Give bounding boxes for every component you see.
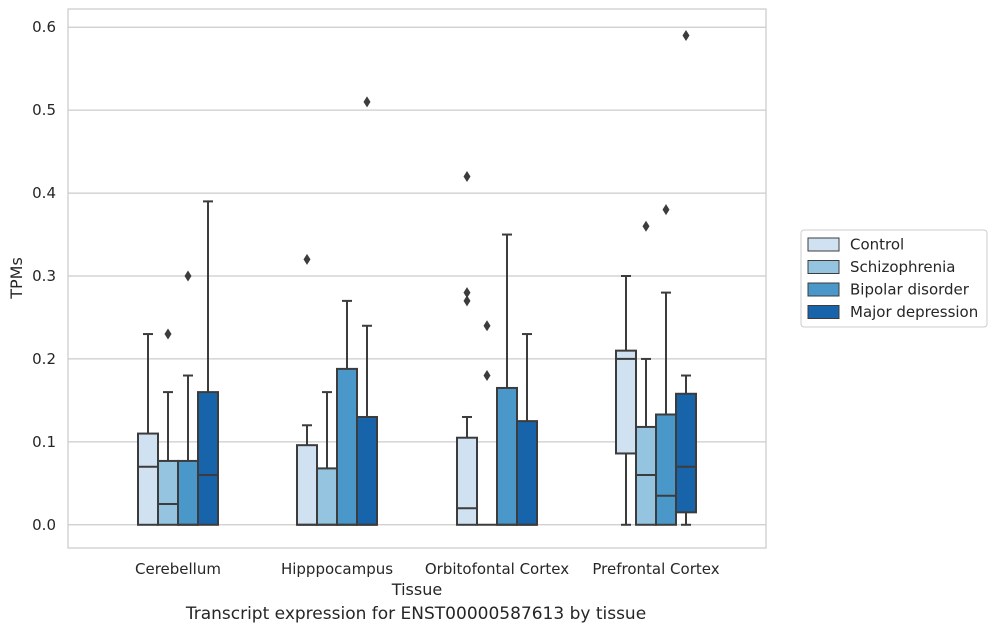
legend-entry: Schizophrenia <box>850 258 955 276</box>
outlier-point <box>463 287 471 299</box>
y-tick-labels: 0.0 0.1 0.2 0.3 0.4 0.5 0.6 <box>32 18 56 534</box>
y-tick-label: 0.2 <box>32 350 56 368</box>
legend-entry: Major depression <box>850 303 978 321</box>
box-body <box>157 459 179 526</box>
box-body <box>137 432 159 526</box>
box-schizophrenia <box>635 220 657 526</box>
y-tick-label: 0.6 <box>32 18 56 36</box>
box-body <box>356 415 378 526</box>
outlier-point <box>463 171 471 183</box>
x-tick-labels: Cerebellum Hipppocampus Orbitofontal Corte… <box>135 560 720 578</box>
box-major-depression <box>356 96 378 526</box>
x-axis-label: Tissue <box>391 580 442 599</box>
x-tick-label: Orbitofontal Cortex <box>425 560 569 578</box>
box-bipolar-disorder <box>496 233 518 526</box>
outlier-point <box>363 96 371 108</box>
boxes-layer <box>137 30 697 526</box>
box-body <box>316 467 338 526</box>
box-control <box>615 275 637 526</box>
outlier-point <box>303 253 311 265</box>
box-control <box>137 333 159 526</box>
box-body <box>296 444 318 526</box>
plot-frame <box>67 8 767 549</box>
box-major-depression <box>675 30 697 526</box>
box-plot-chart: 0.0 0.1 0.2 0.3 0.4 0.5 0.6 Cerebellum Hipppoca… <box>7 8 988 599</box>
legend-swatch <box>807 260 840 274</box>
box-major-depression <box>516 333 538 526</box>
box-control <box>296 253 318 526</box>
y-tick-label: 0.3 <box>32 267 56 285</box>
legend-entry: Control <box>850 236 904 254</box>
box-body <box>615 349 637 455</box>
y-axis-label: TPMs <box>7 257 26 300</box>
box-major-depression <box>197 200 219 526</box>
y-tick-label: 0.0 <box>32 516 56 534</box>
legend-frame <box>800 229 988 328</box>
y-tick-label: 0.5 <box>32 101 56 119</box>
x-tick-label: Hipppocampus <box>281 560 393 578</box>
outlier-point <box>463 295 471 307</box>
outlier-point <box>642 220 650 232</box>
box-bipolar-disorder <box>336 299 358 526</box>
outlier-point <box>682 30 690 42</box>
figure-caption: Transcript expression for ENST0000058761… <box>185 604 647 624</box>
box-body <box>177 459 199 526</box>
legend-swatch <box>807 282 840 297</box>
box-bipolar-disorder <box>655 204 677 526</box>
box-schizophrenia <box>316 391 338 526</box>
x-tick-label: Cerebellum <box>135 560 221 578</box>
x-tick-label: Prefrontal Cortex <box>592 560 719 578</box>
box-control <box>456 171 478 526</box>
outlier-point <box>483 370 491 382</box>
y-tick-label: 0.1 <box>32 433 56 451</box>
y-gridlines <box>68 26 766 526</box>
y-tick-label: 0.4 <box>32 184 56 202</box>
legend: Control Schizophrenia Bipolar disorder Majo… <box>800 229 988 328</box>
outlier-point <box>483 320 491 332</box>
box-schizophrenia <box>157 328 179 526</box>
box-schizophrenia <box>477 320 497 526</box>
box-body <box>197 391 219 526</box>
legend-swatch <box>807 305 840 319</box>
box-body <box>496 386 518 526</box>
box-bipolar-disorder <box>177 270 199 526</box>
box-body <box>336 367 358 526</box>
box-body <box>516 420 538 526</box>
box-body <box>456 436 478 526</box>
legend-swatch <box>807 237 840 252</box>
outlier-point <box>662 204 670 216</box>
legend-entry: Bipolar disorder <box>850 281 970 299</box>
outlier-point <box>164 328 172 340</box>
outlier-point <box>184 270 192 282</box>
box-body <box>655 413 677 526</box>
box-body <box>675 392 697 514</box>
